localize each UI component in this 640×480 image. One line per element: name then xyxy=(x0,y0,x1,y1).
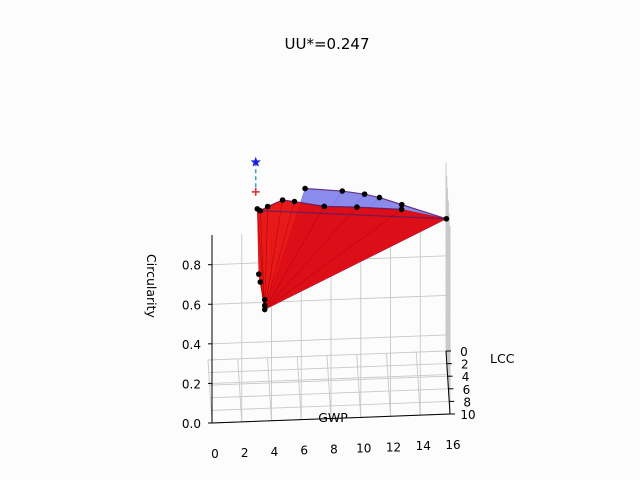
data-point xyxy=(255,271,262,277)
grid-line xyxy=(207,359,213,424)
grid-line xyxy=(208,363,447,374)
x-tick-label: 2 xyxy=(241,446,249,460)
z-axis-label: Circularity xyxy=(144,254,159,319)
data-point xyxy=(291,198,298,205)
data-point xyxy=(261,302,268,309)
data-point xyxy=(339,188,346,194)
grid-line xyxy=(445,192,451,256)
data-point xyxy=(361,191,368,197)
z-tick-label: 0.8 xyxy=(182,259,201,273)
data-point xyxy=(354,204,360,210)
x-tick-label: 4 xyxy=(271,445,279,459)
grid-line xyxy=(210,388,449,399)
grid-line xyxy=(207,350,447,361)
x-axis-label: GWP xyxy=(318,410,348,425)
grid-line xyxy=(356,354,362,418)
x-tick-label: 14 xyxy=(416,439,431,453)
data-point xyxy=(398,201,405,208)
z-tick-label: 0.6 xyxy=(182,298,201,312)
y-axis-line xyxy=(445,350,451,415)
y-tick-label: 8 xyxy=(463,395,471,409)
grid-line xyxy=(445,232,451,296)
grid-line xyxy=(211,373,451,384)
grid-line xyxy=(445,271,451,335)
z-tick-label: 0.4 xyxy=(182,338,201,352)
grid-line xyxy=(209,375,448,386)
y-tick-label: 2 xyxy=(461,358,469,372)
grid-line xyxy=(326,355,332,419)
y-tick-label: 0 xyxy=(460,345,468,359)
z-tick-label: 0.0 xyxy=(182,417,201,431)
star-marker xyxy=(250,156,261,167)
data-point xyxy=(261,306,268,313)
grid-line xyxy=(211,294,451,305)
y-axis-label: LCC xyxy=(490,351,515,366)
z-tick-label: 0.2 xyxy=(182,377,201,391)
data-point xyxy=(257,279,264,285)
x-tick-label: 0 xyxy=(211,447,219,461)
data-point xyxy=(264,203,271,210)
x-tick-label: 8 xyxy=(330,443,338,457)
x-tick-label: 12 xyxy=(386,440,401,454)
data-point xyxy=(279,197,286,203)
grid-line xyxy=(211,334,451,345)
y-tick-label: 4 xyxy=(462,370,470,384)
data-points xyxy=(250,156,450,313)
data-point xyxy=(398,206,405,213)
data-point xyxy=(443,215,450,222)
surfaces xyxy=(257,187,448,310)
data-point xyxy=(321,203,328,210)
x-tick-label: 10 xyxy=(356,441,371,455)
data-point xyxy=(254,206,261,212)
x-tick-label: 6 xyxy=(300,444,308,458)
grid-line xyxy=(296,356,302,420)
chart-title: UU*=0.247 xyxy=(285,35,370,53)
plus-marker xyxy=(251,187,260,196)
y-tick-label: 10 xyxy=(460,408,475,422)
grid-line xyxy=(267,357,272,421)
y-tick-label: 6 xyxy=(463,383,471,397)
grid-line xyxy=(237,358,243,422)
x-tick-label: 16 xyxy=(445,438,460,452)
x-axis-line xyxy=(211,413,451,424)
grid-line xyxy=(211,400,450,411)
data-point xyxy=(261,296,268,303)
data-point xyxy=(302,185,308,192)
grid-line xyxy=(415,352,421,416)
grid-line xyxy=(386,353,391,417)
data-point xyxy=(376,194,383,201)
